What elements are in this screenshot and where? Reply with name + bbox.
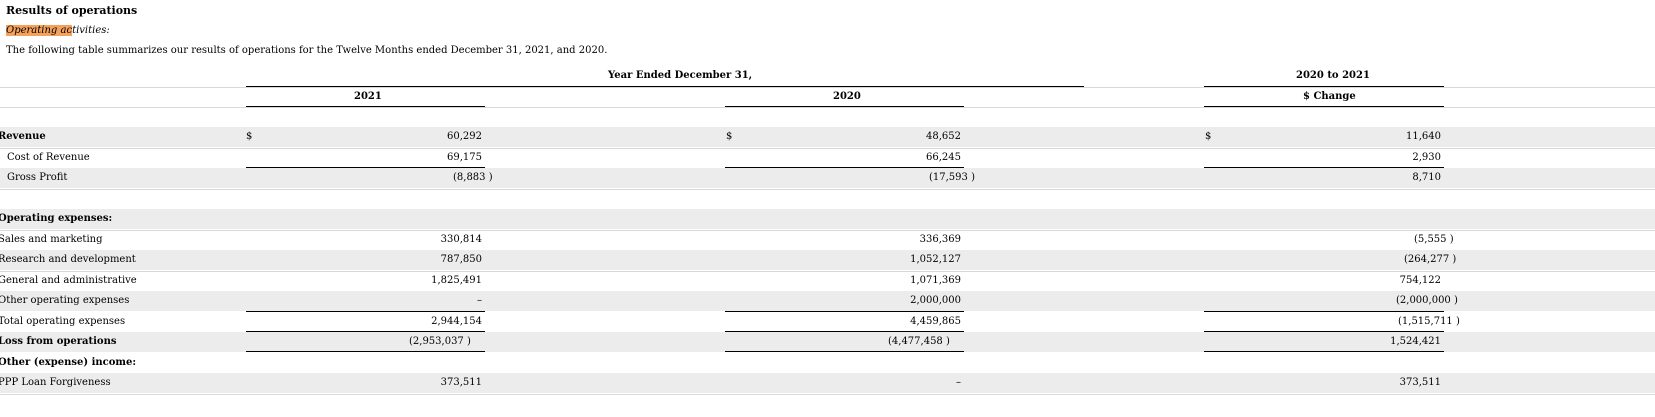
header-change-underline bbox=[1204, 86, 1444, 87]
table-row bbox=[0, 291, 1655, 311]
dollar-sign: $ bbox=[246, 131, 253, 142]
col-change-underline bbox=[1204, 106, 1444, 107]
row-label: Sales and marketing bbox=[0, 234, 103, 245]
header-2020-to-2021: 2020 to 2021 bbox=[1296, 70, 1370, 81]
row-label: Gross Profit bbox=[7, 172, 68, 183]
subtotal-line bbox=[246, 351, 485, 352]
subtotal-line bbox=[725, 351, 964, 352]
divider bbox=[0, 394, 1655, 395]
subtotal-line bbox=[1204, 167, 1444, 168]
subtotal-line bbox=[725, 311, 964, 312]
row-label: Research and development bbox=[0, 254, 136, 265]
header-year-ended: Year Ended December 31, bbox=[608, 70, 753, 81]
divider bbox=[0, 107, 1655, 108]
header-year-underline bbox=[246, 86, 1084, 87]
value-2020: (17,593 ) bbox=[929, 172, 975, 183]
subtitle-rest: tivities: bbox=[72, 25, 110, 36]
subtitle-highlight: Operating ac bbox=[6, 25, 73, 36]
row-label: Cost of Revenue bbox=[7, 152, 90, 163]
value-change: 2,930 bbox=[1412, 152, 1441, 163]
value-change: (5,555 ) bbox=[1414, 234, 1454, 245]
value-change: (264,277 ) bbox=[1404, 254, 1457, 265]
value-2020: 1,052,127 bbox=[910, 254, 961, 265]
value-change: 11,640 bbox=[1406, 131, 1441, 142]
value-change: 1,524,421 bbox=[1390, 336, 1441, 347]
value-2020: 1,071,369 bbox=[910, 275, 961, 286]
row-label: Other operating expenses bbox=[0, 295, 130, 306]
subtotal-line bbox=[1204, 351, 1444, 352]
value-2020: 2,000,000 bbox=[910, 295, 961, 306]
value-2021: 2,944,154 bbox=[431, 316, 482, 327]
value-change: (1,515,711 ) bbox=[1398, 316, 1460, 327]
value-2020: 4,459,865 bbox=[910, 316, 961, 327]
col-2021-underline bbox=[246, 106, 485, 107]
section-subtitle: Operating activities: bbox=[6, 25, 110, 36]
header-col-2020: 2020 bbox=[833, 91, 861, 102]
intro-text: The following table summarizes our resul… bbox=[6, 45, 608, 56]
divider bbox=[0, 189, 1655, 190]
row-label: Other (expense) income: bbox=[0, 357, 137, 368]
value-change: 373,511 bbox=[1399, 377, 1441, 388]
table-row bbox=[0, 209, 1655, 229]
divider bbox=[0, 271, 1655, 272]
table-row bbox=[0, 373, 1655, 393]
value-2021: – bbox=[477, 295, 482, 306]
subtotal-line bbox=[725, 331, 964, 332]
value-change: 8,710 bbox=[1412, 172, 1441, 183]
value-2021: 1,825,491 bbox=[431, 275, 482, 286]
value-change: (2,000,000 ) bbox=[1396, 295, 1458, 306]
row-label: PPP Loan Forgiveness bbox=[0, 377, 111, 388]
table-row bbox=[0, 250, 1655, 270]
row-label: Operating expenses: bbox=[0, 213, 113, 224]
row-label: Total operating expenses bbox=[0, 316, 126, 327]
value-2021: 69,175 bbox=[447, 152, 482, 163]
value-change: 754,122 bbox=[1399, 275, 1441, 286]
header-col-2021: 2021 bbox=[354, 91, 382, 102]
dollar-sign: $ bbox=[1205, 131, 1212, 142]
section-title: Results of operations bbox=[6, 4, 138, 17]
table-row bbox=[0, 332, 1655, 352]
divider bbox=[0, 230, 1655, 231]
value-2021: 330,814 bbox=[440, 234, 482, 245]
value-2020: (4,477,458 ) bbox=[888, 336, 950, 347]
subtotal-line bbox=[725, 167, 964, 168]
row-label: Loss from operations bbox=[0, 336, 117, 347]
value-2021: 787,850 bbox=[440, 254, 482, 265]
value-2021: (8,883 ) bbox=[453, 172, 493, 183]
dollar-sign: $ bbox=[726, 131, 733, 142]
header-col-change: $ Change bbox=[1303, 91, 1356, 102]
value-2021: 60,292 bbox=[447, 131, 482, 142]
value-2020: 336,369 bbox=[919, 234, 961, 245]
subtotal-line bbox=[1204, 311, 1444, 312]
value-2021: (2,953,037 ) bbox=[409, 336, 471, 347]
subtotal-line bbox=[1204, 331, 1444, 332]
col-2020-underline bbox=[725, 106, 964, 107]
subtotal-line bbox=[246, 311, 485, 312]
value-2020: – bbox=[956, 377, 961, 388]
value-2021: 373,511 bbox=[440, 377, 482, 388]
subtotal-line bbox=[246, 331, 485, 332]
value-2020: 48,652 bbox=[926, 131, 961, 142]
table-row bbox=[0, 127, 1655, 147]
value-2020: 66,245 bbox=[926, 152, 961, 163]
row-label: General and administrative bbox=[0, 275, 137, 286]
table-row bbox=[0, 168, 1655, 188]
divider bbox=[0, 148, 1655, 149]
subtotal-line bbox=[246, 167, 485, 168]
row-label: Revenue bbox=[0, 131, 46, 142]
divider bbox=[0, 87, 1655, 88]
